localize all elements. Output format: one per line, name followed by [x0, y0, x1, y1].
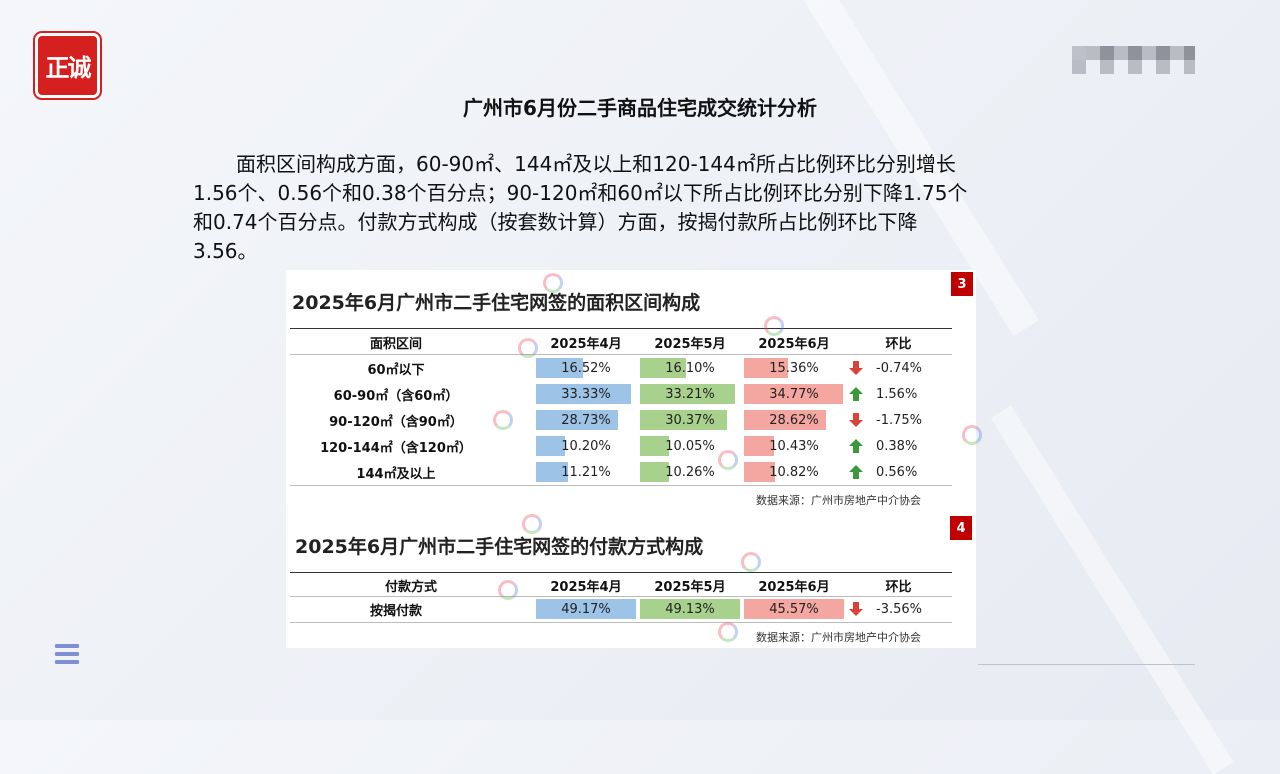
- row-label: 144㎡及以上: [356, 466, 436, 482]
- apr-value-bar: [536, 462, 569, 482]
- apr-value: 16.52%: [561, 360, 611, 376]
- apr-value: 28.73%: [561, 412, 611, 428]
- row-label: 90-120㎡（含90㎡）: [329, 414, 463, 430]
- change-value: 0.56%: [876, 464, 918, 480]
- may-value-bar: [640, 436, 669, 456]
- may-value-bar: [640, 410, 727, 430]
- arrow-up-icon: [848, 386, 864, 402]
- jun-value-bar: [744, 599, 844, 619]
- apr-value-bar: [536, 436, 566, 456]
- watermark-logo-icon: [718, 622, 738, 642]
- table-number-badge: 4: [950, 516, 972, 540]
- row-label: 按揭付款: [369, 603, 422, 619]
- analysis-paragraph: 面积区间构成方面，60-90㎡、144㎡及以上和120-144㎡所占比例环比分别…: [193, 150, 1063, 266]
- row-label: 60㎡以下: [367, 362, 425, 378]
- apr-value: 49.17%: [561, 601, 611, 617]
- data-source: 数据来源：广州市房地产中介协会: [756, 494, 921, 507]
- watermark-logo-icon: [764, 316, 784, 336]
- column-header: 2025年5月: [654, 336, 726, 352]
- apr-value-bar: [536, 410, 619, 430]
- payment-method-table: 2025年6月广州市二手住宅网签的付款方式构成 4 付款方式 2025年4月 2…: [286, 512, 976, 648]
- change-value: -1.75%: [876, 412, 922, 428]
- row-label: 120-144㎡（含120㎡）: [320, 440, 472, 456]
- arrow-down-icon: [848, 360, 864, 376]
- page-title: 广州市6月份二手商品住宅成交统计分析: [463, 96, 817, 120]
- apr-value: 33.33%: [561, 386, 611, 402]
- jun-value: 34.77%: [769, 386, 819, 402]
- area-composition-table: 2025年6月广州市二手住宅网签的面积区间构成 3 面积区间 2025年4月 2…: [286, 270, 976, 512]
- data-source: 数据来源：广州市房地产中介协会: [756, 631, 921, 644]
- apr-value-bar: [536, 358, 584, 378]
- apr-value-bar: [536, 384, 632, 404]
- may-value: 10.05%: [665, 438, 715, 454]
- jun-value-bar: [744, 462, 775, 482]
- may-value: 16.10%: [665, 360, 715, 376]
- jun-value: 10.43%: [769, 438, 819, 454]
- paragraph-line: 面积区间构成方面，60-90㎡、144㎡及以上和120-144㎡所占比例环比分别…: [236, 152, 956, 176]
- column-header: 2025年6月: [758, 579, 830, 595]
- column-header: 2025年5月: [654, 579, 726, 595]
- company-logo: 正诚: [33, 31, 102, 100]
- jun-value: 10.82%: [769, 464, 819, 480]
- header-top-rule: [290, 572, 952, 573]
- arrow-up-icon: [848, 464, 864, 480]
- background-stripe: [990, 405, 1234, 774]
- watermark-logo-icon: [518, 338, 538, 358]
- header-top-rule: [290, 328, 952, 329]
- may-value-bar: [640, 384, 735, 404]
- column-header: 2025年4月: [550, 579, 622, 595]
- table-bottom-rule: [290, 622, 952, 623]
- column-header: 付款方式: [384, 579, 437, 595]
- menu-icon[interactable]: [55, 644, 79, 672]
- watermark-logo-icon: [522, 514, 542, 534]
- watermark-logo-icon: [741, 552, 761, 572]
- header-bottom-rule: [290, 596, 952, 597]
- may-value-bar: [640, 599, 740, 619]
- watermark-logo-icon: [543, 273, 563, 293]
- jun-value: 45.57%: [769, 601, 819, 617]
- arrow-up-icon: [848, 438, 864, 454]
- paragraph-line: 和0.74个百分点。付款方式构成（按套数计算）方面，按揭付款所占比例环比下降: [193, 210, 918, 234]
- column-header: 2025年4月: [550, 336, 622, 352]
- arrow-down-icon: [848, 412, 864, 428]
- footer-divider: [978, 664, 1195, 665]
- may-value-bar: [640, 358, 686, 378]
- jun-value-bar: [744, 384, 844, 404]
- watermark-logo-icon: [718, 450, 738, 470]
- may-value: 33.21%: [665, 386, 715, 402]
- column-header: 环比: [885, 336, 912, 352]
- table-number-badge: 3: [951, 272, 973, 296]
- may-value: 10.26%: [665, 464, 715, 480]
- jun-value-bar: [744, 436, 774, 456]
- paragraph-line: 1.56个、0.56个和0.38个百分点；90-120㎡和60㎡以下所占比例环比…: [193, 181, 968, 205]
- change-value: -3.56%: [876, 601, 922, 617]
- jun-value: 15.36%: [769, 360, 819, 376]
- column-header: 2025年6月: [758, 336, 830, 352]
- apr-value: 11.21%: [561, 464, 611, 480]
- column-header: 面积区间: [369, 336, 422, 352]
- jun-value-bar: [744, 410, 826, 430]
- jun-value: 28.62%: [769, 412, 819, 428]
- change-value: 1.56%: [876, 386, 918, 402]
- watermark-logo-icon: [493, 410, 513, 430]
- table-bottom-rule: [290, 485, 952, 486]
- watermark-logo-icon: [498, 580, 518, 600]
- apr-value-bar: [536, 599, 636, 619]
- may-value: 49.13%: [665, 601, 715, 617]
- change-value: 0.38%: [876, 438, 918, 454]
- table-title: 2025年6月广州市二手住宅网签的付款方式构成: [295, 536, 704, 558]
- row-label: 60-90㎡（含60㎡）: [333, 388, 459, 404]
- column-header: 环比: [885, 579, 912, 595]
- paragraph-line: 3.56。: [193, 239, 258, 263]
- arrow-down-icon: [848, 601, 864, 617]
- jun-value-bar: [744, 358, 788, 378]
- may-value: 30.37%: [665, 412, 715, 428]
- header-bottom-rule: [290, 354, 952, 355]
- checker-pattern-icon: [1072, 46, 1195, 74]
- watermark-logo-icon: [962, 425, 982, 445]
- apr-value: 10.20%: [561, 438, 611, 454]
- may-value-bar: [640, 462, 670, 482]
- table-title: 2025年6月广州市二手住宅网签的面积区间构成: [292, 292, 701, 314]
- change-value: -0.74%: [876, 360, 922, 376]
